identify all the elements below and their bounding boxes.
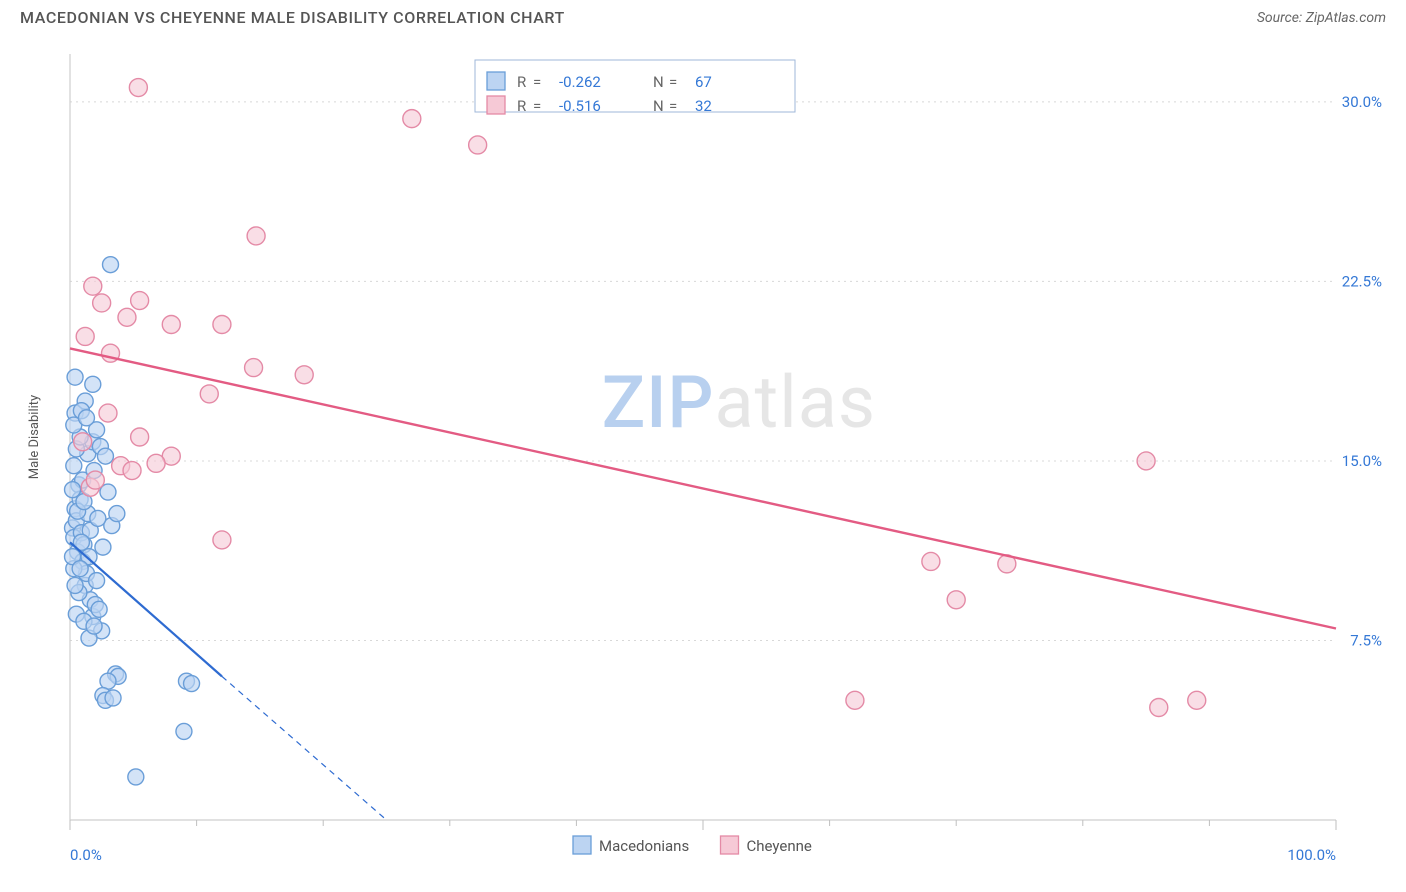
correlation-scatter-chart: 0.0% 100.0% 7.5% 15.0% 22.5% 30.0% Male Disabi… xyxy=(20,42,1386,882)
svg-text:=: = xyxy=(669,97,677,115)
svg-text:0.0%: 0.0% xyxy=(70,846,102,864)
svg-text:15.0%: 15.0% xyxy=(1342,452,1382,470)
svg-text:32: 32 xyxy=(695,97,712,115)
svg-text:R: R xyxy=(517,97,526,115)
svg-text:100.0%: 100.0% xyxy=(1287,846,1336,864)
source-label: Source: ZipAtlas.com xyxy=(1257,10,1386,26)
svg-text:7.5%: 7.5% xyxy=(1350,631,1382,649)
svg-text:Male Disability: Male Disability xyxy=(27,395,42,479)
chart-title: MACEDONIAN VS CHEYENNE MALE DISABILITY C… xyxy=(20,8,565,27)
svg-text:67: 67 xyxy=(695,73,712,91)
svg-text:=: = xyxy=(669,73,677,91)
svg-text:-0.516: -0.516 xyxy=(559,97,601,115)
svg-text:N: N xyxy=(653,97,664,115)
chart-container: 0.0% 100.0% 7.5% 15.0% 22.5% 30.0% Male Disabi… xyxy=(20,42,1386,882)
svg-text:R: R xyxy=(517,73,526,91)
svg-text:N: N xyxy=(653,73,664,91)
svg-text:=: = xyxy=(533,73,541,91)
svg-text:Cheyenne: Cheyenne xyxy=(747,837,812,855)
svg-text:30.0%: 30.0% xyxy=(1342,93,1382,111)
svg-text:22.5%: 22.5% xyxy=(1342,272,1382,290)
svg-text:-0.262: -0.262 xyxy=(559,73,601,91)
svg-text:Macedonians: Macedonians xyxy=(599,837,689,855)
svg-text:=: = xyxy=(533,97,541,115)
